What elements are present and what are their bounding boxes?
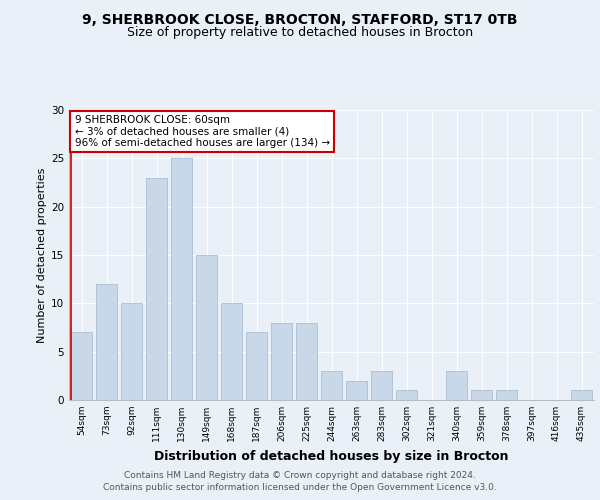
Text: Contains HM Land Registry data © Crown copyright and database right 2024.
Contai: Contains HM Land Registry data © Crown c…	[103, 471, 497, 492]
Bar	[246, 332, 267, 400]
Bar	[496, 390, 517, 400]
Bar	[121, 304, 142, 400]
Bar	[446, 371, 467, 400]
Bar	[396, 390, 417, 400]
Text: 9, SHERBROOK CLOSE, BROCTON, STAFFORD, ST17 0TB: 9, SHERBROOK CLOSE, BROCTON, STAFFORD, S…	[82, 12, 518, 26]
X-axis label: Distribution of detached houses by size in Brocton: Distribution of detached houses by size …	[154, 450, 509, 462]
Bar	[571, 390, 592, 400]
Bar	[71, 332, 92, 400]
Bar	[221, 304, 242, 400]
Bar	[271, 322, 292, 400]
Bar	[346, 380, 367, 400]
Bar	[321, 371, 342, 400]
Bar	[146, 178, 167, 400]
Text: Size of property relative to detached houses in Brocton: Size of property relative to detached ho…	[127, 26, 473, 39]
Bar	[171, 158, 192, 400]
Y-axis label: Number of detached properties: Number of detached properties	[37, 168, 47, 342]
Bar	[96, 284, 117, 400]
Bar	[196, 255, 217, 400]
Bar	[471, 390, 492, 400]
Text: 9 SHERBROOK CLOSE: 60sqm
← 3% of detached houses are smaller (4)
96% of semi-det: 9 SHERBROOK CLOSE: 60sqm ← 3% of detache…	[74, 115, 330, 148]
Bar	[296, 322, 317, 400]
Bar	[371, 371, 392, 400]
